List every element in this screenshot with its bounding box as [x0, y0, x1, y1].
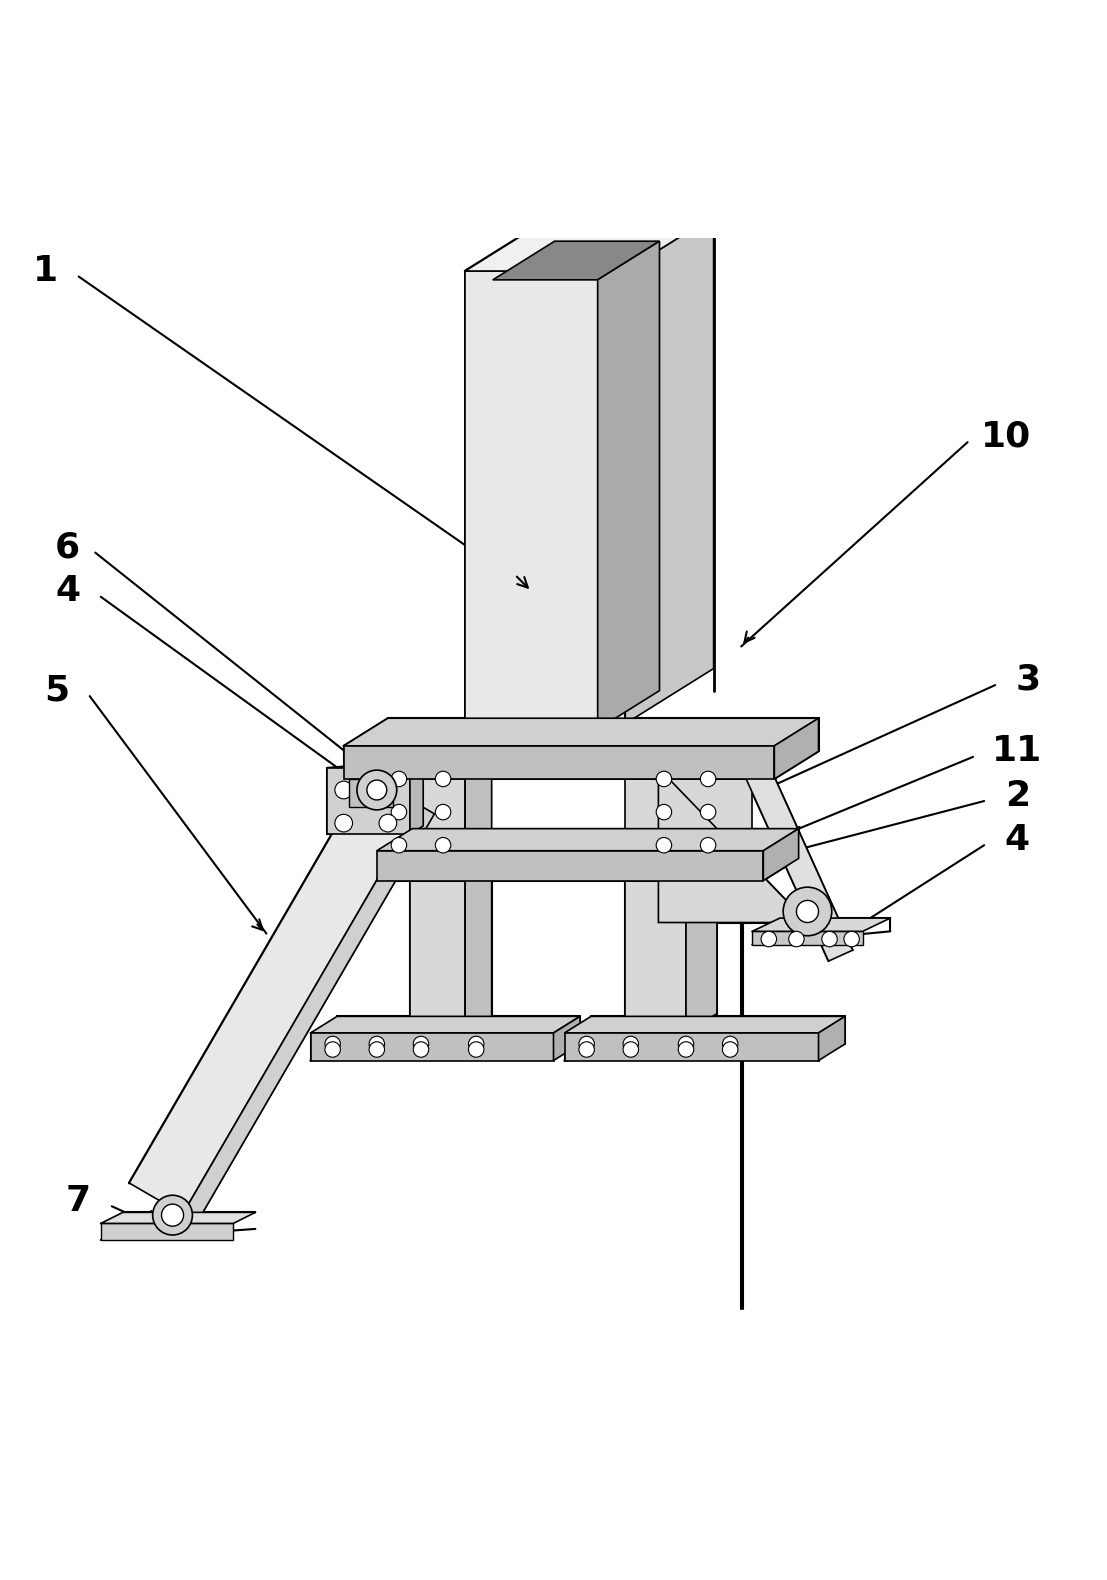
Text: 11: 11	[992, 735, 1043, 768]
Text: 2: 2	[1005, 779, 1030, 812]
Polygon shape	[625, 757, 787, 779]
Text: 3: 3	[1016, 662, 1041, 697]
Circle shape	[435, 771, 451, 787]
Circle shape	[391, 804, 406, 820]
Polygon shape	[625, 779, 753, 880]
Circle shape	[468, 1041, 484, 1057]
Circle shape	[579, 1041, 594, 1057]
Polygon shape	[625, 880, 686, 1033]
Circle shape	[679, 1041, 694, 1057]
Text: 10: 10	[981, 420, 1032, 453]
Polygon shape	[311, 1016, 580, 1033]
Polygon shape	[753, 918, 890, 931]
Text: 1: 1	[33, 254, 59, 288]
Polygon shape	[101, 1212, 256, 1223]
Circle shape	[821, 931, 837, 946]
Polygon shape	[625, 216, 714, 724]
Circle shape	[656, 771, 672, 787]
Circle shape	[325, 1041, 340, 1057]
Circle shape	[413, 1036, 428, 1052]
Polygon shape	[554, 1016, 580, 1060]
Polygon shape	[465, 864, 492, 1033]
Polygon shape	[328, 768, 410, 834]
Text: 6: 6	[55, 529, 80, 564]
Circle shape	[153, 1194, 193, 1236]
Circle shape	[369, 1041, 384, 1057]
Polygon shape	[343, 719, 818, 746]
Circle shape	[701, 837, 716, 853]
Polygon shape	[493, 242, 660, 280]
Polygon shape	[565, 1033, 818, 1060]
Polygon shape	[686, 861, 717, 1033]
Circle shape	[579, 1036, 594, 1052]
Polygon shape	[818, 1016, 845, 1060]
Circle shape	[435, 804, 451, 820]
Polygon shape	[465, 216, 714, 272]
Polygon shape	[311, 1033, 554, 1060]
Circle shape	[656, 837, 672, 853]
Polygon shape	[410, 880, 465, 1033]
Polygon shape	[376, 828, 798, 850]
Text: 7: 7	[66, 1183, 91, 1218]
Polygon shape	[724, 719, 852, 961]
Text: 5: 5	[44, 673, 69, 708]
Polygon shape	[130, 774, 421, 1213]
Polygon shape	[465, 272, 625, 746]
Polygon shape	[565, 1016, 845, 1033]
Circle shape	[379, 814, 396, 833]
Circle shape	[844, 931, 859, 946]
Polygon shape	[659, 768, 807, 923]
Polygon shape	[764, 828, 798, 880]
Circle shape	[762, 931, 776, 946]
Circle shape	[369, 1036, 384, 1052]
Polygon shape	[343, 746, 774, 779]
Circle shape	[701, 771, 716, 787]
Circle shape	[656, 804, 672, 820]
Circle shape	[701, 804, 716, 820]
Circle shape	[356, 769, 396, 811]
Circle shape	[413, 1041, 428, 1057]
Text: 4: 4	[1005, 823, 1030, 856]
Bar	[349, 779, 393, 806]
Circle shape	[468, 1036, 484, 1052]
Circle shape	[334, 781, 352, 799]
Circle shape	[366, 781, 386, 799]
Circle shape	[379, 781, 396, 799]
Circle shape	[783, 888, 831, 935]
Circle shape	[391, 837, 406, 853]
Polygon shape	[774, 719, 818, 779]
Circle shape	[788, 931, 804, 946]
Circle shape	[325, 1036, 340, 1052]
Circle shape	[679, 1036, 694, 1052]
Circle shape	[723, 1041, 738, 1057]
Circle shape	[723, 1036, 738, 1052]
Bar	[101, 1223, 234, 1240]
Polygon shape	[465, 763, 492, 880]
Circle shape	[623, 1041, 639, 1057]
Polygon shape	[183, 806, 434, 1223]
Circle shape	[435, 837, 451, 853]
Text: 4: 4	[55, 574, 80, 608]
Circle shape	[391, 771, 406, 787]
Bar	[753, 931, 862, 945]
Polygon shape	[598, 242, 660, 730]
Circle shape	[796, 901, 818, 923]
Circle shape	[623, 1036, 639, 1052]
Circle shape	[162, 1204, 184, 1226]
Polygon shape	[376, 779, 465, 880]
Polygon shape	[410, 760, 423, 834]
Polygon shape	[376, 850, 764, 880]
Circle shape	[334, 814, 352, 833]
